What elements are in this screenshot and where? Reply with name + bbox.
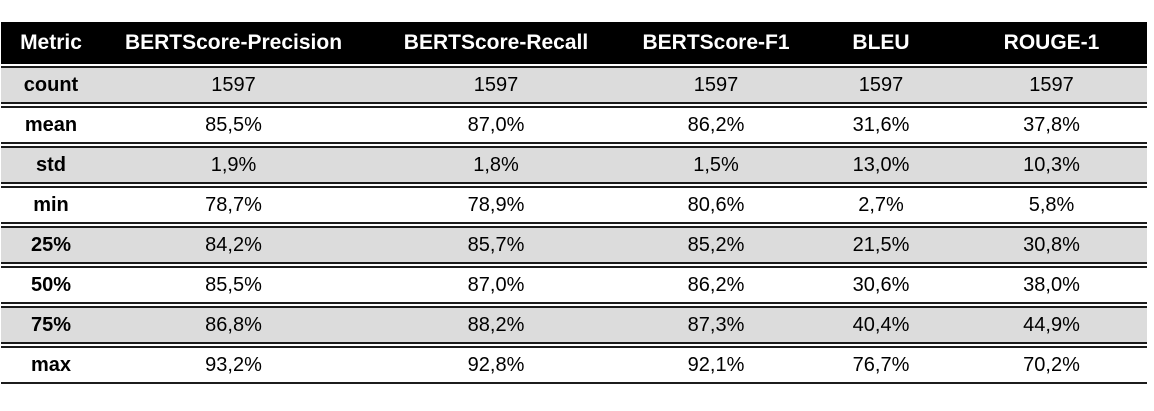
cell-std-bertscore-f1: 1,5% bbox=[626, 146, 806, 184]
cell-min-bleu: 2,7% bbox=[806, 186, 956, 224]
table-row-max: max 93,2% 92,8% 92,1% 76,7% 70,2% bbox=[1, 346, 1147, 384]
column-header-metric: Metric bbox=[1, 22, 101, 64]
cell-p75-bertscore-precision: 86,8% bbox=[101, 306, 366, 344]
cell-p50-bleu: 30,6% bbox=[806, 266, 956, 304]
table-header-row: Metric BERTScore-Precision BERTScore-Rec… bbox=[1, 22, 1147, 64]
cell-p50-bertscore-f1: 86,2% bbox=[626, 266, 806, 304]
cell-max-rouge-1: 70,2% bbox=[956, 346, 1147, 384]
document-page: Metric BERTScore-Precision BERTScore-Rec… bbox=[1, 20, 1147, 386]
table-row-std: std 1,9% 1,8% 1,5% 13,0% 10,3% bbox=[1, 146, 1147, 184]
cell-p25-bleu: 21,5% bbox=[806, 226, 956, 264]
row-label-max: max bbox=[1, 346, 101, 384]
cell-mean-rouge-1: 37,8% bbox=[956, 106, 1147, 144]
table-row-count: count 1597 1597 1597 1597 1597 bbox=[1, 66, 1147, 104]
table-row-p25: 25% 84,2% 85,7% 85,2% 21,5% 30,8% bbox=[1, 226, 1147, 264]
column-header-bertscore-f1: BERTScore-F1 bbox=[626, 22, 806, 64]
table-row-p50: 50% 85,5% 87,0% 86,2% 30,6% 38,0% bbox=[1, 266, 1147, 304]
row-label-p25: 25% bbox=[1, 226, 101, 264]
row-label-min: min bbox=[1, 186, 101, 224]
cell-mean-bertscore-recall: 87,0% bbox=[366, 106, 626, 144]
cell-p50-rouge-1: 38,0% bbox=[956, 266, 1147, 304]
cell-max-bertscore-f1: 92,1% bbox=[626, 346, 806, 384]
row-label-mean: mean bbox=[1, 106, 101, 144]
cell-mean-bertscore-precision: 85,5% bbox=[101, 106, 366, 144]
cell-std-bertscore-precision: 1,9% bbox=[101, 146, 366, 184]
cell-min-bertscore-recall: 78,9% bbox=[366, 186, 626, 224]
cell-p75-bleu: 40,4% bbox=[806, 306, 956, 344]
table-row-min: min 78,7% 78,9% 80,6% 2,7% 5,8% bbox=[1, 186, 1147, 224]
table-row-mean: mean 85,5% 87,0% 86,2% 31,6% 37,8% bbox=[1, 106, 1147, 144]
cell-min-bertscore-precision: 78,7% bbox=[101, 186, 366, 224]
column-header-bleu: BLEU bbox=[806, 22, 956, 64]
cell-mean-bertscore-f1: 86,2% bbox=[626, 106, 806, 144]
cell-std-bleu: 13,0% bbox=[806, 146, 956, 184]
column-header-bertscore-recall: BERTScore-Recall bbox=[366, 22, 626, 64]
cell-count-bertscore-recall: 1597 bbox=[366, 66, 626, 104]
cell-std-bertscore-recall: 1,8% bbox=[366, 146, 626, 184]
cell-p50-bertscore-recall: 87,0% bbox=[366, 266, 626, 304]
cell-max-bertscore-recall: 92,8% bbox=[366, 346, 626, 384]
column-header-rouge-1: ROUGE-1 bbox=[956, 22, 1147, 64]
cell-p75-bertscore-recall: 88,2% bbox=[366, 306, 626, 344]
row-label-p75: 75% bbox=[1, 306, 101, 344]
cell-p25-bertscore-f1: 85,2% bbox=[626, 226, 806, 264]
cell-p75-bertscore-f1: 87,3% bbox=[626, 306, 806, 344]
cell-count-bertscore-f1: 1597 bbox=[626, 66, 806, 104]
row-label-p50: 50% bbox=[1, 266, 101, 304]
cell-max-bleu: 76,7% bbox=[806, 346, 956, 384]
cell-mean-bleu: 31,6% bbox=[806, 106, 956, 144]
cell-std-rouge-1: 10,3% bbox=[956, 146, 1147, 184]
column-header-bertscore-precision: BERTScore-Precision bbox=[101, 22, 366, 64]
cell-count-bertscore-precision: 1597 bbox=[101, 66, 366, 104]
cell-count-bleu: 1597 bbox=[806, 66, 956, 104]
cell-max-bertscore-precision: 93,2% bbox=[101, 346, 366, 384]
cell-p25-rouge-1: 30,8% bbox=[956, 226, 1147, 264]
cell-p75-rouge-1: 44,9% bbox=[956, 306, 1147, 344]
cell-p50-bertscore-precision: 85,5% bbox=[101, 266, 366, 304]
cell-p25-bertscore-recall: 85,7% bbox=[366, 226, 626, 264]
cell-p25-bertscore-precision: 84,2% bbox=[101, 226, 366, 264]
metrics-summary-table: Metric BERTScore-Precision BERTScore-Rec… bbox=[1, 20, 1147, 386]
row-label-count: count bbox=[1, 66, 101, 104]
cell-min-rouge-1: 5,8% bbox=[956, 186, 1147, 224]
cell-count-rouge-1: 1597 bbox=[956, 66, 1147, 104]
row-label-std: std bbox=[1, 146, 101, 184]
table-row-p75: 75% 86,8% 88,2% 87,3% 40,4% 44,9% bbox=[1, 306, 1147, 344]
cell-min-bertscore-f1: 80,6% bbox=[626, 186, 806, 224]
